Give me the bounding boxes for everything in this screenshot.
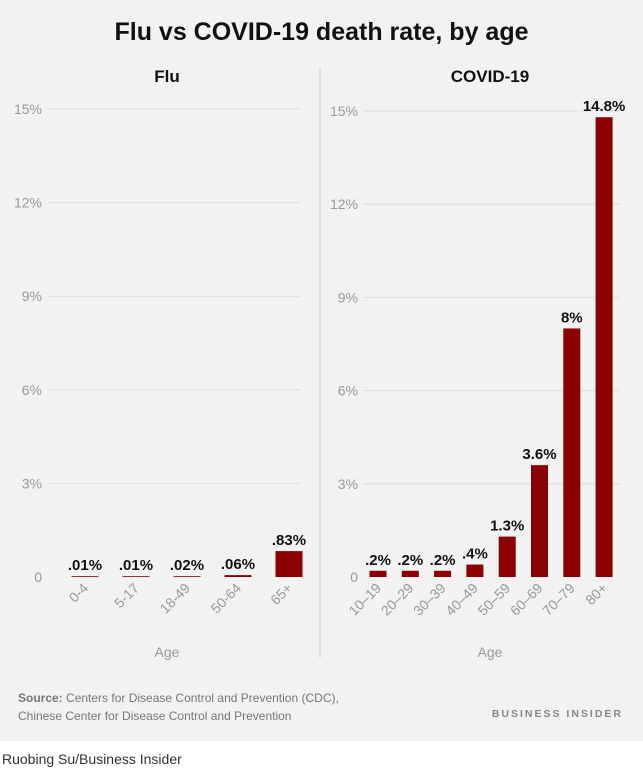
covid-data-label: .2% <box>365 552 391 569</box>
flu-x-tick-label: 18-49 <box>156 580 193 617</box>
flu-x-tick-label: 0-4 <box>65 580 91 606</box>
flu-y-tick-label: 15% <box>14 101 42 117</box>
flu-data-label: .06% <box>221 556 255 573</box>
flu-data-label: .02% <box>170 557 204 574</box>
covid-bar <box>369 570 387 577</box>
flu-bar <box>224 575 252 577</box>
covid-bar <box>434 570 452 577</box>
covid-bar <box>595 117 613 578</box>
covid-x-tick-label: 10–19 <box>345 580 384 619</box>
brand-logo: BUSINESS INSIDER <box>491 708 623 720</box>
covid-bar <box>401 570 419 577</box>
flu-bar <box>173 576 201 577</box>
covid-bar <box>498 536 516 577</box>
source-line-2: Chinese Center for Disease Control and P… <box>18 709 292 723</box>
source-label: Source: <box>18 691 63 705</box>
covid-y-tick-label: 9% <box>338 289 358 305</box>
flu-y-tick-label: 3% <box>22 475 42 491</box>
covid-data-label: .4% <box>462 546 488 563</box>
covid-y-tick-label: 3% <box>338 476 358 492</box>
covid-x-tick-label: 80+ <box>582 580 610 608</box>
covid-x-tick-label: 50–59 <box>474 580 513 619</box>
covid-bar <box>563 328 581 577</box>
flu-y-tick-label: 6% <box>22 382 42 398</box>
covid-x-tick-label: 20–29 <box>378 580 417 619</box>
flu-chart-title: Flu <box>154 67 180 86</box>
flu-x-tick-label: 50-64 <box>207 580 244 617</box>
covid-y-tick-label: 0 <box>350 569 358 585</box>
covid-y-tick-label: 6% <box>338 383 358 399</box>
flu-x-axis-label: Age <box>155 644 180 660</box>
covid-data-label: 3.6% <box>522 446 556 463</box>
chart-title: Flu vs COVID-19 death rate, by age <box>114 18 529 46</box>
flu-y-tick-label: 9% <box>22 288 42 304</box>
covid-bar <box>531 465 548 577</box>
covid-data-label: 8% <box>561 309 583 326</box>
covid-x-axis-label: Age <box>478 644 503 660</box>
flu-y-tick-label: 0 <box>34 569 42 585</box>
flu-bar <box>122 576 150 577</box>
flu-data-label: .83% <box>272 532 306 549</box>
flu-x-tick-label: 65+ <box>267 580 295 608</box>
charts-svg: Flu 0 3% 6% 9% 12% 15% .01% 0-4 .01% 5-17 .02% 18-49… <box>14 67 626 660</box>
covid-x-tick-label: 40–49 <box>442 580 481 619</box>
covid-data-label: 1.3% <box>490 518 524 535</box>
covid-data-label: .2% <box>397 552 423 569</box>
covid-data-label: 14.8% <box>583 98 626 115</box>
flu-data-label: .01% <box>119 557 153 574</box>
covid-x-tick-label: 60–69 <box>507 580 546 619</box>
flu-x-tick-label: 5-17 <box>111 580 142 611</box>
source-line-1: Centers for Disease Control and Preventi… <box>66 691 339 705</box>
covid-x-tick-label: 30–39 <box>410 580 449 619</box>
covid-bar <box>466 564 484 577</box>
image-credit: Ruobing Su/Business Insider <box>2 751 182 767</box>
covid-x-tick-label: 70–79 <box>539 580 578 619</box>
flu-bar <box>275 551 303 577</box>
flu-y-tick-label: 12% <box>14 195 42 211</box>
covid-chart-title: COVID-19 <box>451 67 529 86</box>
covid-y-tick-label: 15% <box>330 103 358 119</box>
source-note: Source: Centers for Disease Control and … <box>18 689 339 725</box>
flu-bar <box>71 576 99 577</box>
covid-data-label: .2% <box>430 552 456 569</box>
covid-y-tick-label: 12% <box>330 196 358 212</box>
flu-data-label: .01% <box>68 557 102 574</box>
chart-panel: Flu vs COVID-19 death rate, by age Flu 0 3… <box>0 0 643 741</box>
